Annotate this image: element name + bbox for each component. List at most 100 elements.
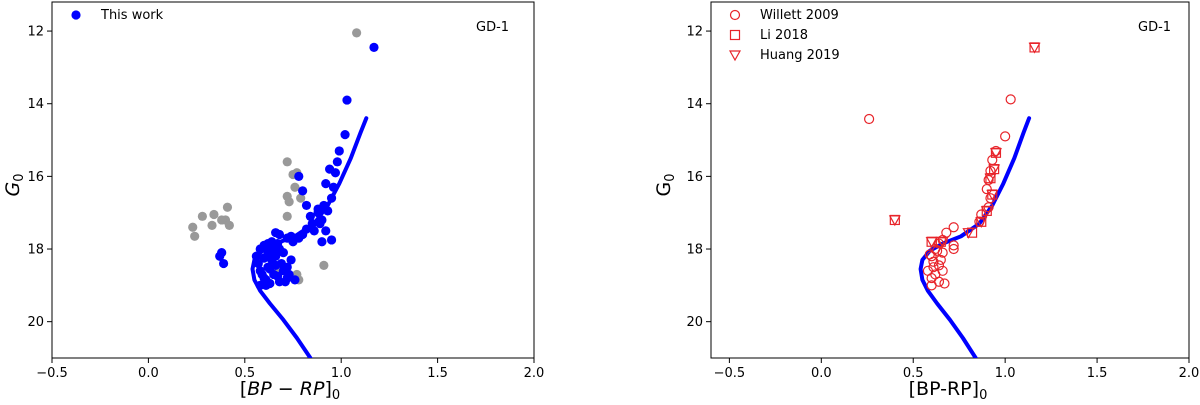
left-chart-panel: −0.5 0.0 0.5 1.0 1.5 2.0 12 14 16 18 20 This work… xyxy=(2,1,544,403)
points-layer xyxy=(188,28,379,290)
x-tick-label: −0.5 xyxy=(36,366,68,381)
this-work-point xyxy=(272,238,283,249)
y-tick-label: 20 xyxy=(27,315,44,330)
this-work-point xyxy=(307,218,317,229)
huang-2019-point xyxy=(975,217,988,229)
unlabelled-point xyxy=(190,231,200,241)
legend: Willett 2009 Li 2018 Huang 2019 xyxy=(728,8,840,63)
y-tick-label: 20 xyxy=(686,315,703,330)
unlabelled-point xyxy=(290,182,300,192)
unlabelled-point xyxy=(284,197,294,207)
y-axis-title: G0 xyxy=(653,173,678,196)
plot-area xyxy=(710,1,1190,359)
legend-marker xyxy=(728,50,742,62)
unlabelled-point xyxy=(282,157,292,167)
this-work-point xyxy=(326,193,337,203)
y-tick-label: 12 xyxy=(686,25,703,40)
willett-2009-point xyxy=(935,254,946,266)
x-tick-label: 1.5 xyxy=(427,366,448,381)
legend-label: Huang 2019 xyxy=(760,48,840,63)
this-work-point xyxy=(272,271,283,281)
huang-2019-point xyxy=(936,237,949,248)
this-work-point xyxy=(305,211,315,221)
this-work-point xyxy=(286,255,296,265)
isochrone-layer xyxy=(918,116,1032,358)
this-work-point xyxy=(290,275,300,285)
legend-label: Li 2018 xyxy=(760,28,808,43)
legend: This work xyxy=(71,8,164,23)
points-layer xyxy=(864,42,1041,291)
x-tick-label: 1.0 xyxy=(331,366,352,381)
willett-2009-point xyxy=(937,247,948,258)
this-work-point xyxy=(309,226,319,236)
willett-2009-point xyxy=(928,262,939,273)
this-work-point xyxy=(321,226,331,236)
willett-2009-point xyxy=(939,278,950,289)
legend-label: This work xyxy=(100,8,164,23)
this-work-point xyxy=(321,179,331,189)
willett-2009-point xyxy=(937,265,948,276)
this-work-point xyxy=(255,280,265,290)
unlabelled-point xyxy=(222,202,233,212)
this-work-point xyxy=(286,231,296,241)
y-tick-label: 14 xyxy=(27,97,44,112)
x-tick-label: 1.0 xyxy=(995,366,1016,381)
x-tick-label: 0.0 xyxy=(138,366,159,381)
this-work-point xyxy=(301,200,312,211)
huang-2019-point xyxy=(984,173,997,185)
right-chart-panel: −0.5 0.0 0.5 1.0 1.5 2.0 12 14 16 18 20 Willett 2… xyxy=(653,1,1200,403)
x-axis-title: [BP − RP]0 xyxy=(240,378,340,403)
x-tick-label: 2.0 xyxy=(1179,366,1200,381)
legend-marker xyxy=(71,10,81,20)
this-work-point xyxy=(218,258,229,269)
legend-label: Willett 2009 xyxy=(760,8,839,23)
this-work-point xyxy=(328,182,339,192)
x-axis: −0.5 0.0 0.5 1.0 1.5 2.0 xyxy=(36,358,544,381)
x-tick-label: 0.5 xyxy=(234,366,255,381)
unlabelled-point xyxy=(224,220,234,231)
huang-2019-point xyxy=(988,164,1001,176)
y-tick-label: 16 xyxy=(27,170,44,185)
y-tick-label: 18 xyxy=(27,243,44,258)
x-axis: −0.5 0.0 0.5 1.0 1.5 2.0 xyxy=(714,358,1200,381)
huang-2019-point xyxy=(962,228,975,239)
huang-2019-point xyxy=(1028,42,1041,54)
x-tick-label: −0.5 xyxy=(714,366,746,381)
this-work-point xyxy=(317,237,327,247)
y-tick-label: 16 xyxy=(686,170,703,185)
unlabelled-point xyxy=(296,193,306,203)
plot-frame xyxy=(710,1,1190,359)
x-tick-label: 0.5 xyxy=(903,366,924,381)
unlabelled-point xyxy=(217,215,227,225)
willett-2009-point xyxy=(948,240,959,251)
this-work-point xyxy=(340,129,350,140)
willett-2009-point xyxy=(1005,94,1016,105)
this-work-point xyxy=(319,200,329,211)
y-axis: 12 14 16 18 20 xyxy=(686,25,711,330)
this-work-point xyxy=(326,235,337,245)
this-work-point xyxy=(215,251,225,261)
willett-2009-point xyxy=(948,222,959,233)
willett-2009-point xyxy=(937,234,948,246)
y-axis: 12 14 16 18 20 xyxy=(27,25,52,330)
unlabelled-point xyxy=(319,260,329,270)
legend-marker xyxy=(729,29,741,41)
this-work-point xyxy=(271,228,281,238)
y-axis-title: G0 xyxy=(2,173,27,196)
this-work-point xyxy=(325,164,335,174)
willett-2009-point xyxy=(924,249,935,260)
unlabelled-point xyxy=(197,211,207,221)
this-work-point xyxy=(251,251,261,261)
x-tick-label: 1.5 xyxy=(1087,366,1108,381)
this-work-point xyxy=(276,258,287,269)
willett-2009-point xyxy=(926,251,937,262)
isochrone-line xyxy=(918,116,1032,358)
x-tick-label: 0.0 xyxy=(811,366,832,381)
huang-2019-point xyxy=(989,148,1002,159)
this-work-point xyxy=(255,244,265,254)
huang-2019-point xyxy=(925,237,938,248)
huang-2019-point xyxy=(980,206,993,218)
willett-2009-point xyxy=(1000,131,1011,142)
willett-2009-point xyxy=(981,183,992,195)
